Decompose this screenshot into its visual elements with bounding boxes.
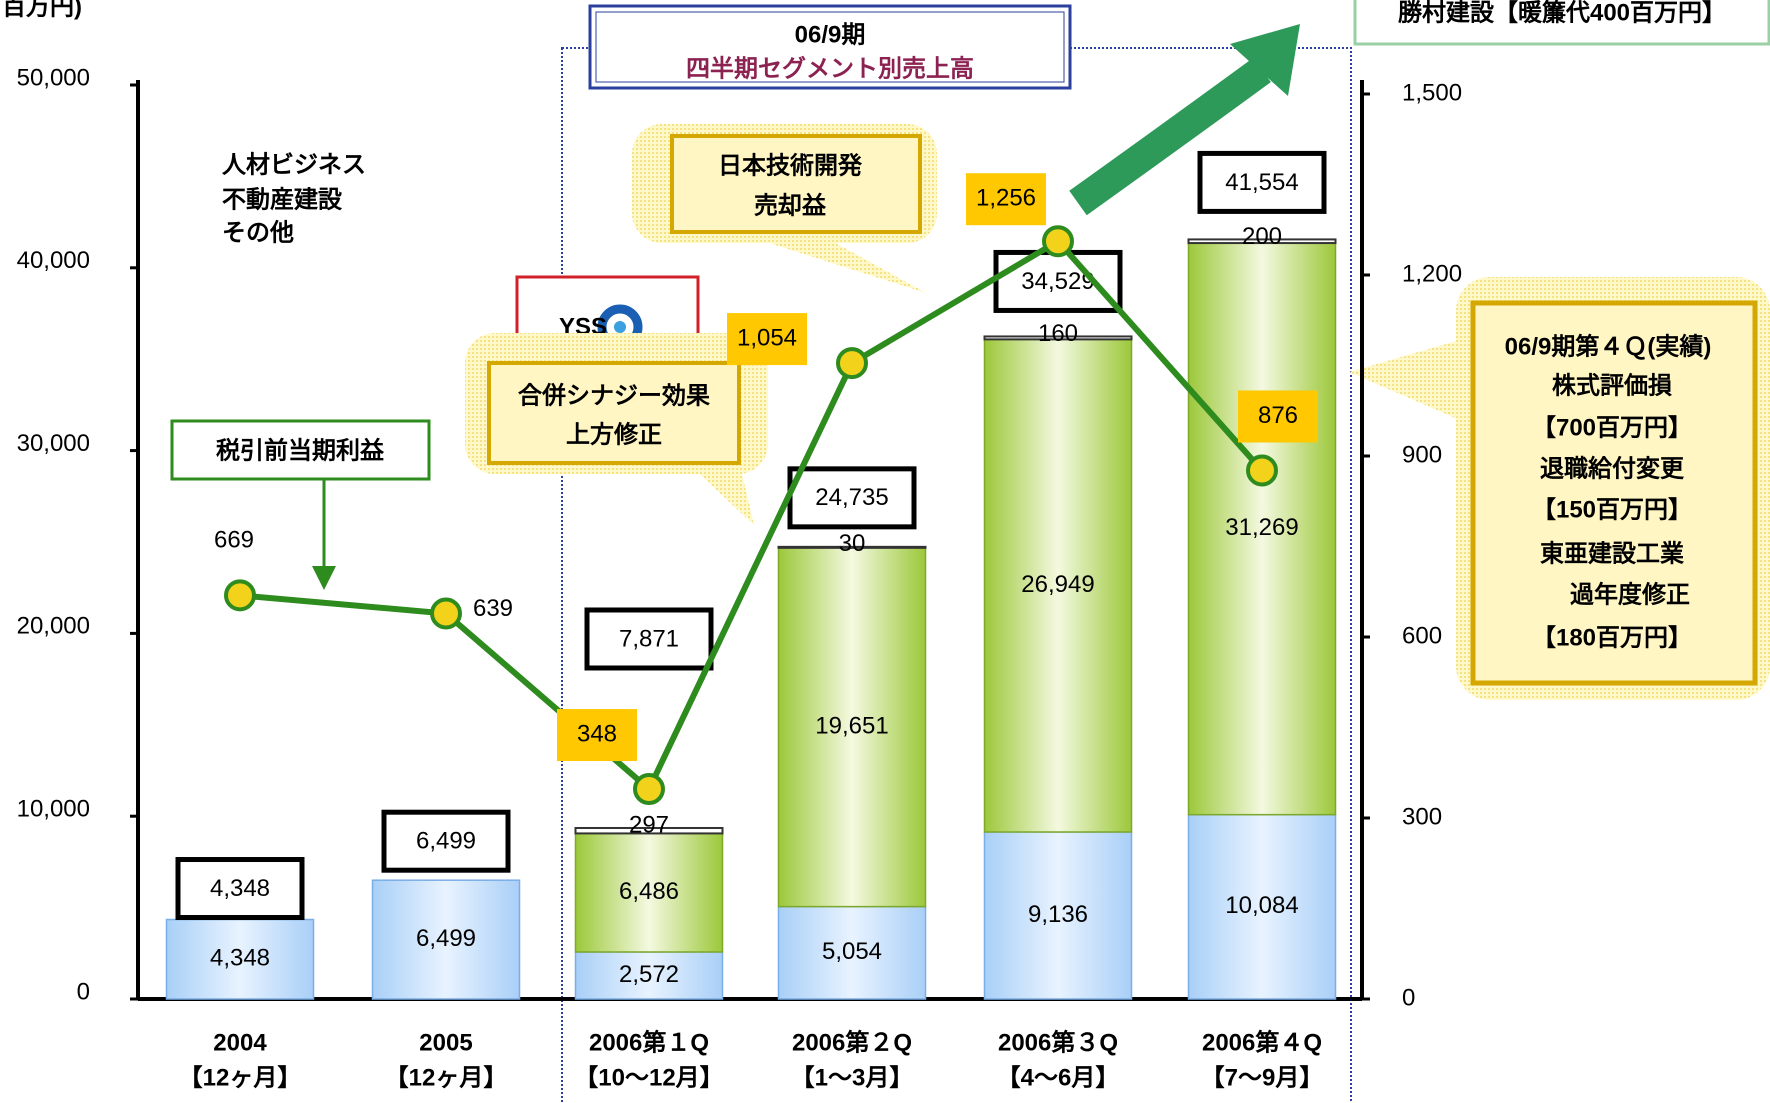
total-label: 7,871 [619, 625, 679, 652]
legend-entry: 人材ビジネス [221, 151, 366, 178]
line-marker [838, 349, 866, 377]
y2-tick-label: 0 [1402, 984, 1415, 1011]
period-subtitle: 四半期セグメント別売上高 [686, 55, 974, 82]
y-tick-label: 30,000 [17, 430, 90, 457]
x-tick-label: 2005 [419, 1029, 472, 1056]
line-value-label: 1,054 [737, 324, 797, 351]
y-tick-label: 20,000 [17, 613, 90, 640]
x-tick-label: 2006第１Q [589, 1028, 709, 1056]
unit-label: 百万円) [2, 0, 82, 20]
line-marker [226, 581, 254, 609]
x-tick-sublabel: 【4～6月】 [997, 1064, 1120, 1091]
callout-text: 東亜建設工業 [1540, 540, 1684, 567]
x-tick-label: 2004 [213, 1029, 267, 1056]
chart: 百万円) 勝村建設【暖簾代400百万円】 06/9期 四半期セグメント別売上高 … [0, 0, 1770, 1103]
callout-text: 売却益 [754, 191, 827, 219]
y2-tick-label: 1,500 [1402, 79, 1462, 106]
x-tick-label: 2006第４Q [1202, 1028, 1322, 1056]
bar-value-label: 6,499 [416, 925, 476, 952]
total-label: 24,735 [815, 484, 888, 511]
y-tick-label: 10,000 [17, 796, 90, 823]
bar-value-label: 30 [839, 530, 866, 557]
callout-title: 06/9期第４Ｑ(実績) [1505, 332, 1712, 360]
callout-text: 上方修正 [566, 421, 662, 448]
line-marker [635, 775, 663, 803]
callout-text: 【180百万円】 [1532, 624, 1692, 651]
x-tick-label: 2006第３Q [998, 1028, 1118, 1056]
line-value-label: 1,256 [976, 185, 1036, 212]
bar-value-label: 5,054 [822, 938, 882, 965]
legend-entry: 不動産建設 [222, 186, 343, 213]
top-right-note: 勝村建設【暖簾代400百万円】 [1398, 0, 1726, 26]
x-tick-label: 2006第２Q [792, 1028, 912, 1056]
callout-text: 株式評価損 [1552, 372, 1672, 399]
callout-pointer [1349, 340, 1460, 420]
line-marker [1044, 227, 1072, 255]
bar-value-label: 2,572 [619, 961, 679, 988]
callout-text: 退職給付変更 [1540, 454, 1685, 482]
y2-tick-label: 1,200 [1402, 260, 1462, 287]
total-label: 41,554 [1225, 169, 1298, 196]
total-label: 6,499 [416, 828, 476, 855]
line-value-label: 348 [577, 720, 617, 747]
callout-text: 合併シナジー効果 [518, 381, 710, 409]
y2-tick-label: 300 [1402, 803, 1442, 830]
line-legend: 税引前当期利益 [216, 436, 385, 464]
bar-value-label: 26,949 [1021, 571, 1094, 598]
line-value-label: 639 [473, 595, 513, 622]
bar-value-label: 10,084 [1225, 892, 1298, 919]
x-tick-sublabel: 【12ヶ月】 [385, 1064, 508, 1091]
x-tick-sublabel: 【10～12月】 [574, 1064, 723, 1091]
callout-text: 過年度修正 [1570, 580, 1690, 608]
y2-tick-label: 900 [1402, 441, 1442, 468]
y-tick-label: 50,000 [17, 64, 90, 91]
y-tick-label: 40,000 [17, 247, 90, 274]
bar-value-label: 19,651 [815, 712, 888, 739]
callout-text: 【700百万円】 [1532, 414, 1692, 441]
x-tick-sublabel: 【1～3月】 [791, 1064, 914, 1091]
line-marker [432, 599, 460, 627]
bar-value-label: 200 [1242, 223, 1282, 250]
y2-tick-label: 600 [1402, 622, 1442, 649]
callout-text: 【150百万円】 [1532, 496, 1692, 523]
x-tick-sublabel: 【12ヶ月】 [179, 1064, 302, 1091]
bar-value-label: 4,348 [210, 945, 270, 972]
bar-value-label: 297 [629, 811, 669, 838]
callout-pointer [760, 240, 926, 293]
line-value-label: 669 [214, 527, 254, 554]
line-marker [1248, 456, 1276, 484]
bar-value-label: 6,486 [619, 878, 679, 905]
legend-entry: その他 [222, 219, 294, 246]
bar-value-label: 31,269 [1225, 514, 1298, 541]
line-value-label: 876 [1258, 402, 1298, 429]
y-tick-label: 0 [77, 978, 90, 1005]
callout-text: 日本技術開発 [718, 151, 863, 179]
total-label: 4,348 [210, 875, 270, 902]
period-title: 06/9期 [795, 21, 866, 48]
bar-value-label: 9,136 [1028, 901, 1088, 928]
legend-arrowhead [312, 566, 336, 590]
logo-mark [614, 321, 626, 333]
bar-value-label: 160 [1038, 320, 1078, 347]
x-tick-sublabel: 【7～9月】 [1201, 1064, 1324, 1091]
